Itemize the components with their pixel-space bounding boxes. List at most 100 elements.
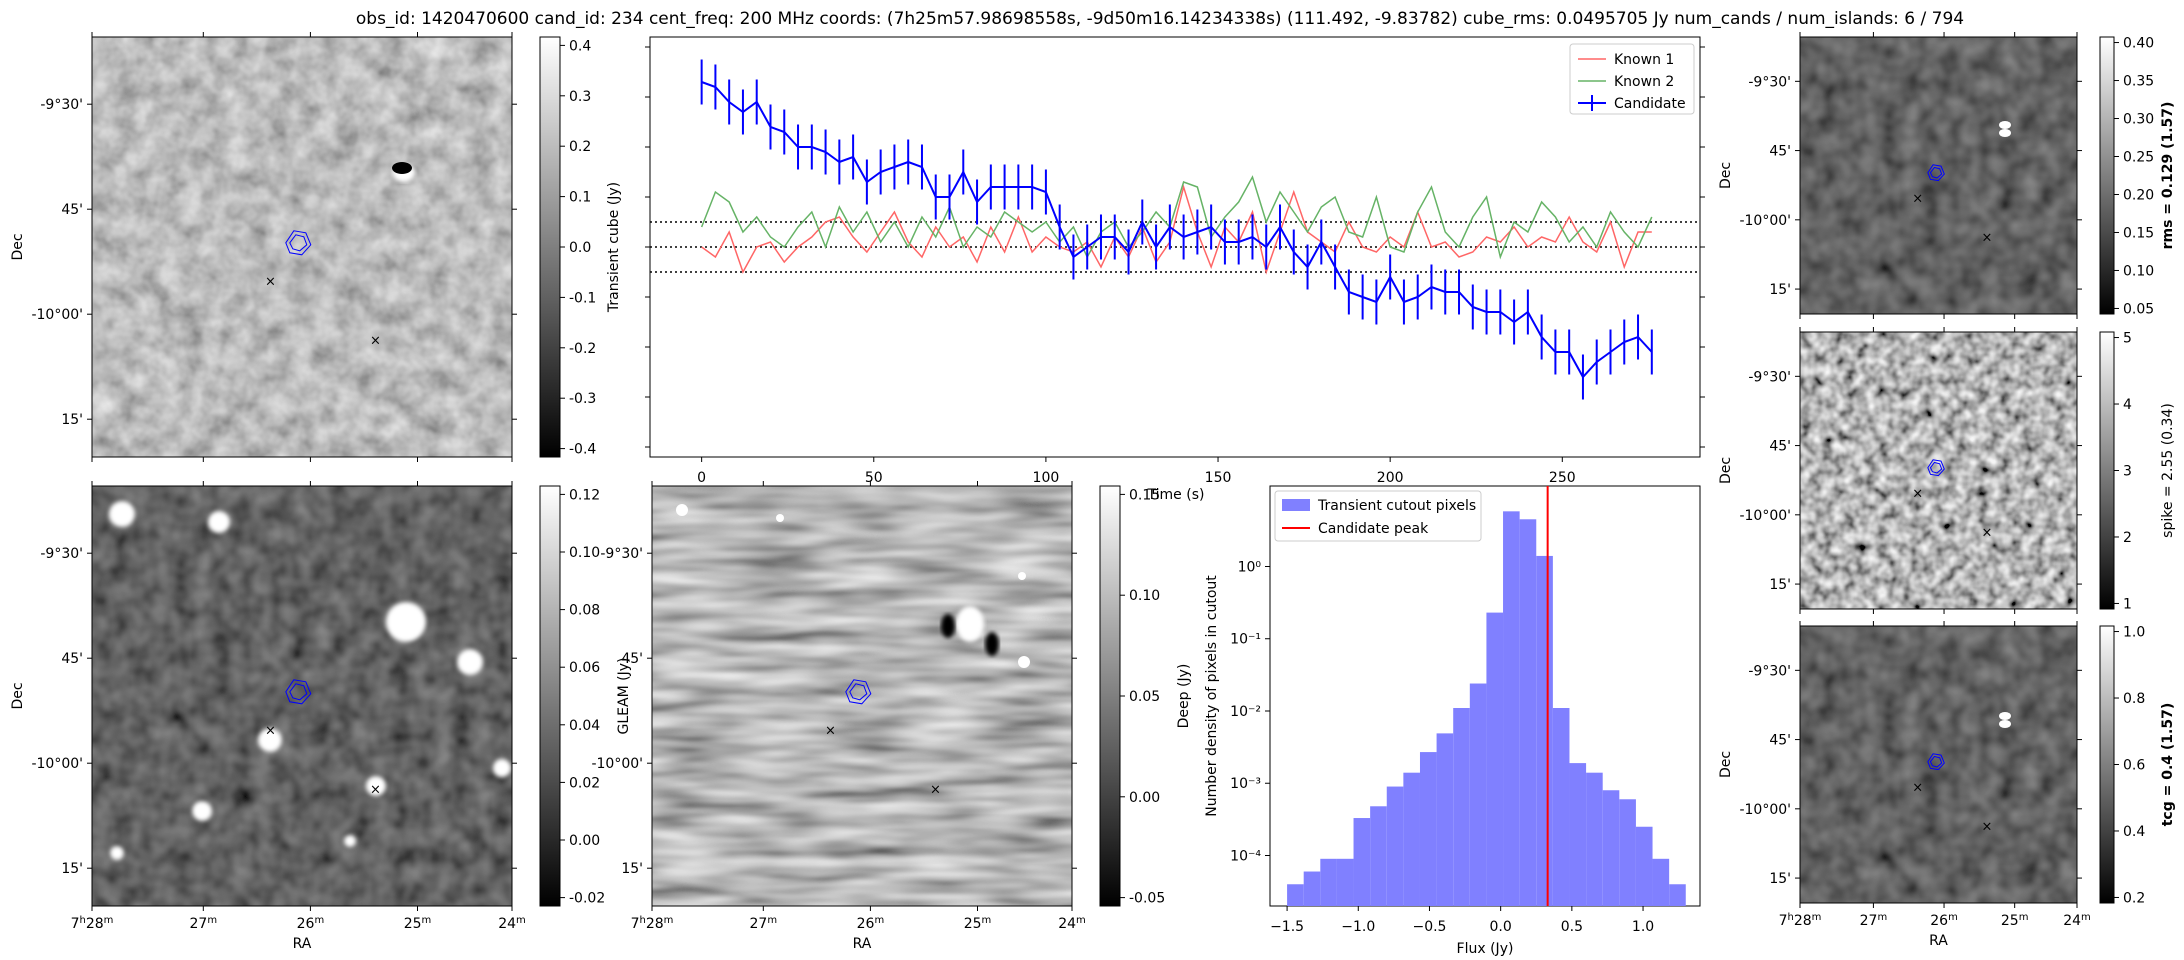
- deep-panel: [652, 486, 1072, 906]
- colorbar-tick-label: 0.10: [1129, 588, 1160, 604]
- colorbar-tick-label: 3: [2123, 464, 2132, 480]
- histogram-bar: [1619, 799, 1636, 906]
- histogram-bar: [1353, 818, 1371, 906]
- y-tick-label: 10⁻³: [1230, 776, 1261, 792]
- dec-tick-label: -9°30': [40, 546, 83, 562]
- colorbar-tick-label: 0.6: [2123, 758, 2145, 774]
- ra-tick-sup: h: [1788, 912, 1794, 923]
- colorbar-label: GLEAM (Jy): [616, 658, 632, 735]
- candidate-contour: [285, 679, 312, 705]
- known-source-1-marker: ×: [825, 724, 836, 739]
- histogram-bar: [1287, 884, 1304, 906]
- x-tick-label: 0: [697, 470, 706, 486]
- image-axes-spike: -9°30' 45' -10°00' 15' Dec: [1718, 327, 2082, 614]
- figure-title: obs_id: 1420470600 cand_id: 234 cent_fre…: [356, 9, 1964, 29]
- known-source-1-marker: ×: [265, 275, 276, 290]
- markers-tcg: ××: [1912, 753, 1992, 834]
- colorbar-tick-label: 0.1: [569, 190, 591, 206]
- known-source-2-marker: ×: [1982, 525, 1993, 540]
- histogram-bar: [1336, 858, 1354, 906]
- dec-tick-label: 15': [621, 861, 643, 877]
- histogram-bar: [1602, 790, 1620, 906]
- colorbar-gradient: [2099, 625, 2115, 904]
- x-tick-label: 250: [1549, 470, 1576, 486]
- ra-tick-label: 7h28m: [71, 915, 114, 932]
- rms-image: [1800, 37, 2077, 314]
- light-curve-plot: 0 50 100 150 200 250 Time (s) Known 1 Known 2 Can…: [645, 36, 1705, 503]
- known-source-1-marker: ×: [1912, 487, 1923, 502]
- colorbar-tick-label: 2: [2123, 530, 2132, 546]
- legend-label: Transient cutout pixels: [1317, 498, 1476, 514]
- colorbar-spike: 5 4 3 2 1 spike = 2.55 (0.34): [2099, 331, 2176, 612]
- colorbar-tick-label: -0.3: [569, 391, 596, 407]
- ra-tick-sup: m: [1948, 912, 1958, 923]
- x-tick-label: −0.5: [1412, 919, 1446, 935]
- ra-tick-label: 26m: [857, 915, 885, 932]
- colorbar-tick-label: 0.05: [1129, 689, 1160, 705]
- ra-tick-label: 7h28m: [631, 915, 674, 932]
- colorbar-gradient: [2099, 331, 2115, 610]
- legend-label: Candidate peak: [1318, 521, 1429, 537]
- x-tick-label: 100: [1033, 470, 1060, 486]
- y-tick-label: 10⁻⁴: [1230, 848, 1261, 864]
- histogram-bar: [1569, 763, 1587, 906]
- candidate-contour: [1927, 753, 1945, 771]
- known-source-2-marker: ×: [370, 782, 381, 797]
- x-tick-label: 0.0: [1490, 919, 1512, 935]
- x-tick-label: 150: [1205, 470, 1232, 486]
- candidate-contour: [289, 683, 308, 701]
- known-source-2-marker: ×: [370, 333, 381, 348]
- colorbar-tick-label: 4: [2123, 397, 2132, 413]
- gleam-panel: [92, 486, 512, 906]
- histogram-bar: [1303, 871, 1321, 906]
- ra-tick-sup: m: [104, 915, 114, 926]
- colorbar-tick-label: 0.02: [569, 775, 600, 791]
- ra-tick-part: 28: [1794, 913, 1812, 929]
- dec-tick-label: 15': [1769, 871, 1791, 887]
- histogram-bar: [1436, 733, 1454, 906]
- dec-tick-label: -9°30': [40, 97, 83, 113]
- ra-axis-label: RA: [293, 936, 312, 952]
- spike-image: [1800, 332, 2077, 609]
- dec-tick-label: 15': [61, 861, 83, 877]
- ra-tick-sup: m: [1812, 912, 1822, 923]
- image-overlays: ××××××××××××: [265, 164, 1993, 834]
- ra-tick-sup: m: [1877, 912, 1887, 923]
- dec-tick-label: -10°00': [31, 307, 83, 323]
- dec-tick-label: 15': [61, 412, 83, 428]
- colorbar-tick-label: 0.8: [2123, 691, 2145, 707]
- series-line-candidate: [701, 81, 1653, 379]
- colorbar-tick-label: 0.4: [2123, 824, 2145, 840]
- known-source-2-marker: ×: [930, 782, 941, 797]
- histogram-bar: [1486, 612, 1504, 906]
- histogram-bar: [1453, 708, 1470, 906]
- ra-tick-sup: m: [207, 915, 217, 926]
- dec-tick-label: 15': [1769, 282, 1791, 298]
- tcg-image: [1800, 626, 2077, 903]
- ra-tick-label: 26m: [297, 915, 325, 932]
- ra-axis-label: RA: [853, 936, 872, 952]
- ra-tick-label: 26m: [1930, 912, 1958, 929]
- candidate-contour: [1929, 755, 1943, 768]
- candidate-contour: [849, 683, 868, 701]
- colorbar-tick-label: -0.02: [569, 891, 605, 907]
- colorbar-tick-label: -0.1: [569, 290, 596, 306]
- dec-tick-label: -10°00': [591, 756, 643, 772]
- legend-label: Known 1: [1614, 52, 1674, 68]
- y-tick-label: 10⁰: [1238, 559, 1262, 575]
- rms-panel: [1800, 37, 2077, 314]
- x-tick-label: −1.0: [1341, 919, 1375, 935]
- ra-tick-sup: h: [80, 915, 86, 926]
- dec-tick-label: -9°30': [1748, 369, 1791, 385]
- y-tick-label: 10⁻¹: [1230, 632, 1261, 648]
- flux-histogram-plot: −1.5 −1.0 −0.5 0.0 0.5 1.0 10⁻⁴ 10⁻³ 10⁻² 10⁻¹ 10⁰…: [1204, 485, 1701, 957]
- colorbar-label: rms = 0.129 (1.57): [2160, 102, 2176, 250]
- markers-rms: ××: [1912, 164, 1992, 245]
- colorbar-gradient: [2099, 36, 2115, 315]
- histogram-legend: Transient cutout pixels Candidate peak: [1274, 490, 1482, 542]
- colorbar-tick-label: -0.05: [1129, 891, 1165, 907]
- candidate-contour: [1929, 461, 1943, 474]
- series-line-known-2: [700, 175, 1653, 260]
- histogram-bar: [1586, 772, 1603, 906]
